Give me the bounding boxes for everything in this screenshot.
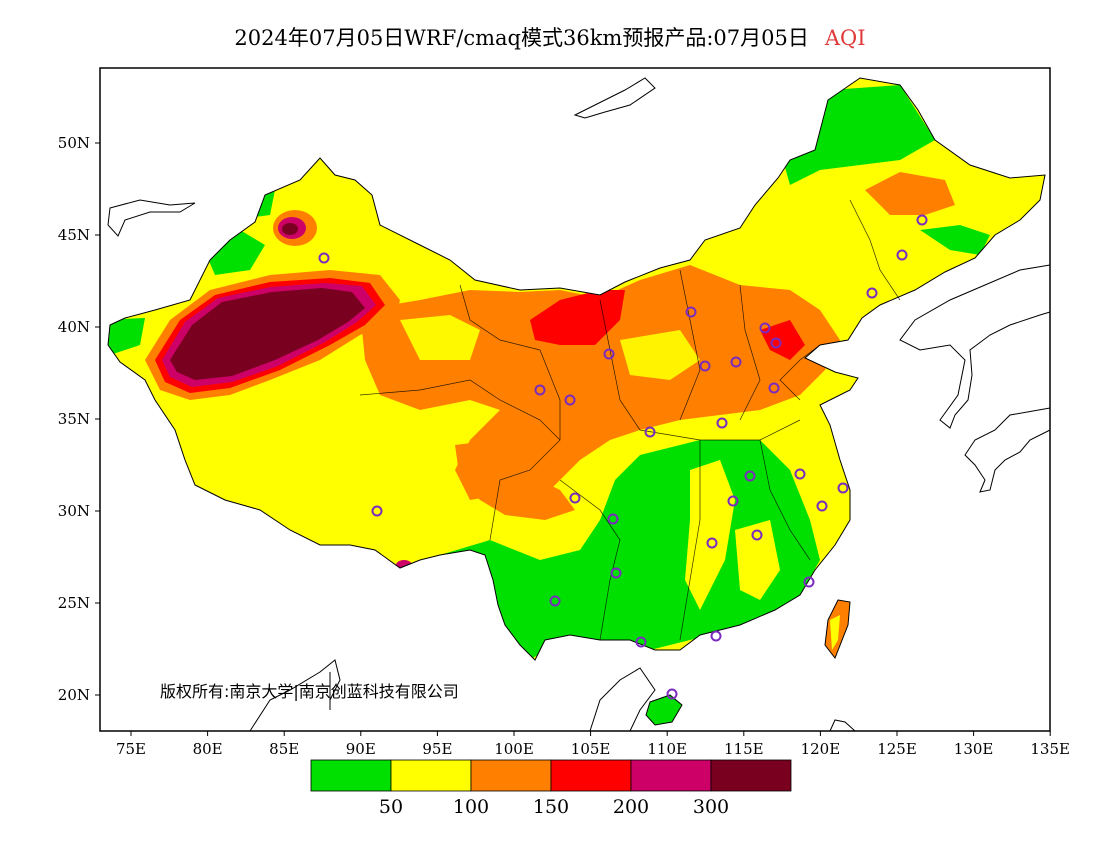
lon-tick-label: 90E [346,740,376,758]
city-marker [685,306,697,318]
city-marker [896,249,908,261]
lon-tick-label: 110E [647,740,687,758]
lon-tick-label: 85E [269,740,299,758]
lat-tick-label: 20N [58,686,90,704]
city-marker [730,356,742,368]
variable-label: AQI [824,26,866,50]
legend-swatch [390,759,472,792]
city-marker [635,636,647,648]
aqi-band-yellow [400,315,480,360]
city-marker [607,513,619,525]
city-marker [759,322,771,334]
aqi-band-green [920,225,990,255]
lat-tick-label: 30N [58,502,90,520]
longitude-axis: 75E 80E 85E 90E 95E 100E 105E 110E 115E 120E 125E 1… [116,731,1070,758]
lon-tick-label: 120E [801,740,841,758]
latitude-axis: 50N 45N 40N 35N 30N 25N 20N [58,134,100,704]
lon-tick-label: 135E [1030,740,1070,758]
legend-label: 150 [533,796,569,818]
neighbor-outlines [107,77,1051,732]
title-text: 2024年07月05日WRF/cmaq模式36km预报产品:07月05日 [234,26,809,50]
aqi-legend: 50 100 150 200 300 [310,759,792,818]
coastline-outline [899,264,1051,429]
city-marker [727,495,739,507]
city-marker [569,492,581,504]
city-marker [916,214,928,226]
city-marker [564,394,576,406]
city-marker [371,505,383,517]
city-marker [803,576,815,588]
city-marker [666,688,678,700]
legend-label: 100 [453,796,489,818]
lat-tick-label: 45N [58,226,90,244]
city-marker [549,595,561,607]
lon-tick-label: 80E [193,740,223,758]
city-marker [751,529,763,541]
aqi-band-yellow [685,460,735,610]
city-marker [816,500,828,512]
aqi-band-yellow [620,330,700,380]
island-outline [829,719,856,732]
legend-swatch [710,759,792,792]
lat-tick-label: 25N [58,594,90,612]
city-markers [318,214,928,700]
city-marker [318,252,330,264]
city-marker [706,537,718,549]
map-title: 2024年07月05日WRF/cmaq模式36km预报产品:07月05日 AQI [0,22,1100,52]
aqi-band-orange [865,172,955,215]
province-borders [359,199,901,641]
lat-tick-label: 50N [58,134,90,152]
lake-outline [573,77,656,119]
lon-tick-label: 95E [422,740,452,758]
city-marker [610,567,622,579]
legend-label: 200 [613,796,649,818]
taiwan-inner [830,615,840,650]
lon-tick-label: 125E [877,740,917,758]
legend-swatch [550,759,632,792]
aqi-hotspot [282,223,298,235]
city-marker [794,468,806,480]
coastline-outline [964,407,1051,493]
legend-swatch [310,759,392,792]
legend-swatch [630,759,712,792]
aqi-band-green [108,318,145,355]
city-marker [699,360,711,372]
legend-label: 50 [379,796,403,818]
coastline-outline [589,667,656,732]
city-marker [710,630,722,642]
city-marker [534,384,546,396]
aqi-band-yellow [735,520,780,600]
city-marker [770,337,782,349]
lon-tick-label: 115E [724,740,764,758]
aqi-band-red [530,290,625,345]
city-marker [837,482,849,494]
lon-tick-label: 130E [954,740,994,758]
city-marker [603,348,615,360]
lon-tick-label: 100E [494,740,534,758]
hainan-island [645,694,683,726]
copyright-text: 版权所有:南京大学|南京创蓝科技有限公司 [160,682,459,701]
city-marker [644,426,656,438]
legend-label: 300 [693,796,729,818]
border-outline [249,659,341,732]
lon-tick-label: 75E [116,740,146,758]
aqi-band-maroon [170,288,365,380]
city-marker [744,470,756,482]
city-marker [768,382,780,394]
aqi-band-orange [455,440,575,520]
lat-tick-label: 40N [58,318,90,336]
aqi-band-orange [360,265,840,500]
city-marker [716,417,728,429]
lat-tick-label: 35N [58,410,90,428]
lon-tick-label: 105E [571,740,611,758]
lake-outline [107,199,196,237]
aqi-band-red [760,320,805,360]
legend-swatch [470,759,552,792]
city-marker [866,287,878,299]
